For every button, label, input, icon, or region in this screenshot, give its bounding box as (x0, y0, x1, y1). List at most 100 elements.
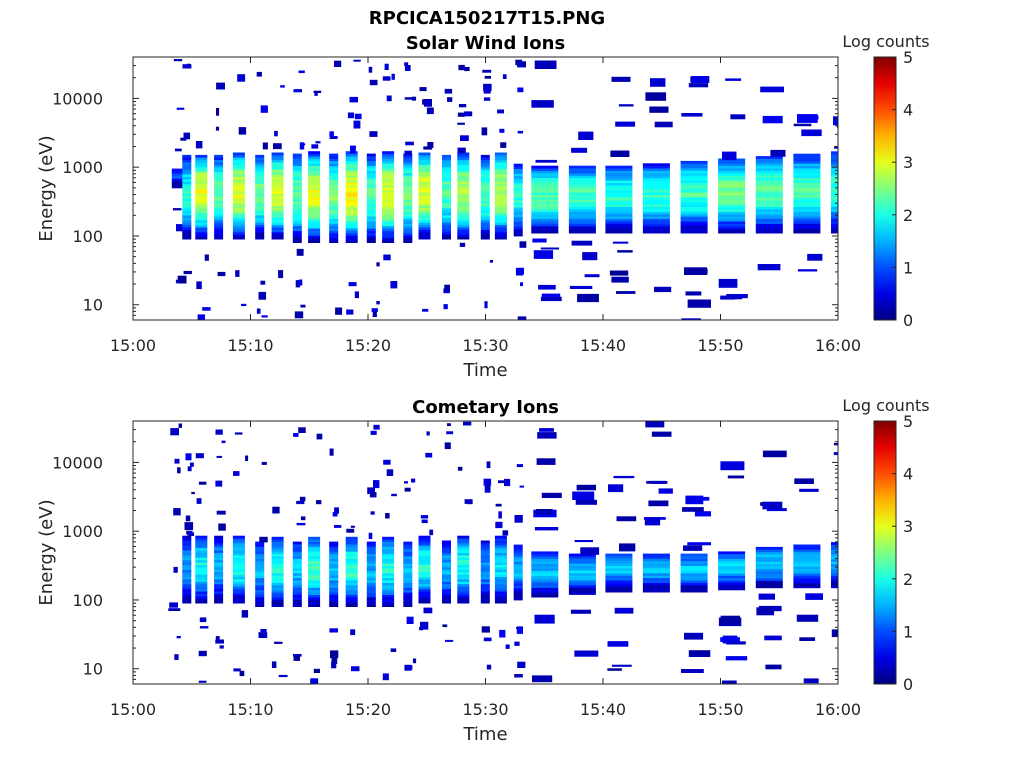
spectrogram-cell (366, 204, 376, 207)
spectrogram-cell (195, 215, 208, 218)
spectrogram-cell (831, 559, 838, 562)
spectrogram-cell (293, 433, 299, 437)
spectrogram-cell (195, 552, 208, 556)
x-tick-label: 16:00 (815, 700, 861, 719)
spectrogram-cell (494, 212, 507, 216)
spectrogram-cell (403, 572, 413, 576)
spectrogram-cell (292, 225, 302, 229)
spectrogram-cell (457, 574, 470, 577)
spectrogram-cell (308, 548, 321, 552)
spectrogram-cell (345, 548, 358, 552)
spectrogram-cell (232, 571, 245, 575)
spectrogram-cell (531, 194, 559, 198)
spectrogram-cell (447, 423, 451, 427)
spectrogram-cell (345, 206, 358, 210)
x-tick-label: 16:00 (815, 336, 861, 355)
spectrogram-cell (480, 166, 490, 170)
spectrogram-cell (442, 598, 451, 602)
spectrogram-cell (382, 187, 395, 191)
spectrogram-cell (403, 237, 413, 241)
spectrogram-cell (255, 224, 265, 228)
spectrogram-cell (457, 224, 470, 228)
spectrogram-cell (642, 572, 670, 576)
spectrogram-cell (793, 554, 821, 557)
spectrogram-cell (173, 566, 178, 573)
spectrogram-cell (483, 478, 492, 486)
spectrogram-cell (232, 586, 245, 590)
spectrogram-cell (308, 194, 321, 198)
spectrogram-cell (642, 565, 670, 569)
spectrogram-cell (214, 207, 224, 211)
spectrogram-cell (329, 199, 339, 203)
spectrogram-cell (480, 581, 490, 585)
spectrogram-cell (480, 552, 490, 556)
spectrogram-cell (182, 236, 192, 240)
spectrogram-cell (292, 175, 302, 178)
spectrogram-cell (345, 223, 358, 227)
spectrogram-cell (373, 480, 378, 488)
spectrogram-cell (514, 674, 523, 678)
spectrogram-cell (174, 148, 182, 152)
spectrogram-cell (315, 141, 321, 144)
spectrogram-cell (214, 181, 224, 185)
spectrogram-cell (271, 227, 284, 230)
spectrogram-cell (232, 595, 245, 599)
spectrogram-cell (755, 180, 783, 183)
spectrogram-cell (513, 211, 523, 215)
spectrogram-cell (418, 205, 431, 209)
spectrogram-cell (457, 222, 470, 226)
spectrogram-cell (755, 201, 783, 205)
spectrogram-cell (539, 428, 554, 432)
x-tick-label: 15:50 (697, 700, 743, 719)
spectrogram-cell (755, 568, 783, 572)
spectrogram-cell (232, 574, 245, 577)
spectrogram-cell (345, 160, 358, 164)
spectrogram-cell (232, 535, 245, 539)
spectrogram-cell (568, 572, 596, 576)
spectrogram-cell (173, 59, 183, 62)
spectrogram-cell (255, 577, 265, 581)
spectrogram-cell (185, 515, 191, 522)
spectrogram-cell (755, 194, 783, 198)
spectrogram-cell (345, 237, 358, 241)
spectrogram-cell (345, 196, 358, 200)
spectrogram-cell (382, 221, 395, 224)
spectrogram-cell (642, 556, 670, 559)
spectrogram-cell (382, 563, 395, 567)
spectrogram-cell (382, 216, 395, 219)
spectrogram-cell (755, 213, 783, 217)
spectrogram-cell (215, 480, 223, 487)
spectrogram-cell (797, 114, 818, 123)
spectrogram-cell (382, 560, 395, 564)
spectrogram-cell (718, 165, 746, 169)
spectrogram-cell (195, 217, 208, 221)
spectrogram-cell (418, 559, 431, 563)
spectrogram-cell (214, 200, 224, 204)
spectrogram-cell (214, 229, 224, 233)
spectrogram-cell (182, 569, 192, 573)
spectrogram-cell (345, 187, 358, 191)
spectrogram-cell (571, 147, 588, 153)
spectrogram-cell (255, 541, 265, 545)
spectrogram-cell (568, 225, 596, 229)
spectrogram-cell (271, 193, 284, 197)
spectrogram-cell (480, 234, 490, 238)
spectrogram-cell (280, 85, 285, 88)
spectrogram-cell (195, 229, 208, 233)
spectrogram-cell (271, 585, 284, 588)
spectrogram-cell (329, 448, 334, 456)
spectrogram-cell (500, 142, 507, 148)
spectrogram-cell (494, 234, 507, 238)
spectrogram-cell (171, 173, 184, 177)
spectrogram-cell (329, 546, 339, 550)
spectrogram-cell (292, 230, 302, 234)
spectrogram-cell (718, 570, 746, 574)
spectrogram-cell (329, 170, 339, 174)
spectrogram-cell (718, 211, 746, 215)
spectrogram-cell (271, 546, 284, 550)
spectrogram-cell (680, 175, 708, 179)
spectrogram-cell (382, 536, 395, 540)
spectrogram-cell (214, 542, 224, 546)
spectrogram-cell (605, 194, 633, 198)
spectrogram-cell (314, 92, 318, 96)
